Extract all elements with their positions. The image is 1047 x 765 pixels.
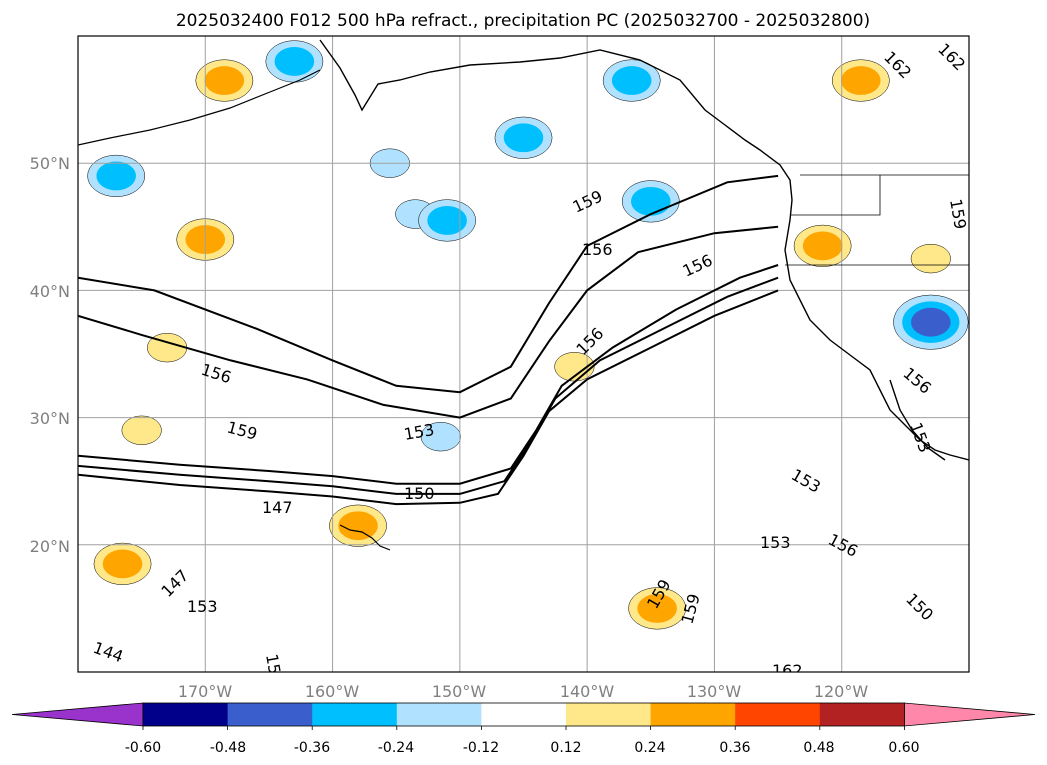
north-america-coastline <box>319 39 969 461</box>
precip-blob <box>911 307 951 337</box>
colorbar-tick-label: -0.24 <box>378 740 414 756</box>
colorbar-min-extend <box>11 702 144 727</box>
lon-label-160w: 160°W <box>305 682 360 701</box>
colorbar-tick-label: -0.48 <box>210 740 246 756</box>
colorbar-tick-label: 0.24 <box>634 740 665 756</box>
colorbar-max-extend <box>904 702 1036 727</box>
lat-label-20n: 20°N <box>30 537 70 556</box>
contour-line <box>78 264 779 485</box>
aleutian-islands-coastline <box>78 69 321 146</box>
precip-blob <box>102 549 143 579</box>
state-border-line-46n <box>790 175 881 216</box>
lon-label-130w: 130°W <box>687 682 742 701</box>
colorbar-segment <box>566 703 652 726</box>
longitude-labels: 170°W 160°W 150°W 140°W 130°W 120°W <box>178 682 869 701</box>
precip-blob <box>121 415 162 445</box>
colorbar-segment <box>481 703 567 726</box>
contour-label: 147 <box>262 498 293 517</box>
precip-blob <box>274 47 315 76</box>
colorbar-segment <box>650 703 736 726</box>
precip-blob <box>427 206 467 235</box>
contour-line <box>78 225 779 419</box>
lat-label-50n: 50°N <box>30 154 70 173</box>
coastlines <box>78 39 969 551</box>
precip-blob <box>204 66 245 95</box>
precip-blob <box>96 161 136 191</box>
precip-blob <box>910 243 951 274</box>
precip-blob <box>611 66 652 95</box>
colorbar-tick-label: 0.36 <box>719 740 750 756</box>
lon-label-170w: 170°W <box>178 682 233 701</box>
lon-label-150w: 150°W <box>432 682 487 701</box>
colorbar-tick-label: -0.60 <box>125 740 161 756</box>
lon-label-140w: 140°W <box>560 682 615 701</box>
precip-blob <box>630 186 671 216</box>
precip-blob <box>503 123 544 153</box>
hawaii-islands-coastline <box>339 524 391 551</box>
colorbar-tick-label: 0.60 <box>888 740 919 756</box>
contour-line <box>78 289 779 506</box>
lat-label-30n: 30°N <box>30 409 70 428</box>
chart-title: 2025032400 F012 500 hPa refract., precip… <box>176 11 870 31</box>
colorbar-segment <box>819 703 905 726</box>
lat-label-40n: 40°N <box>30 282 70 301</box>
colorbar-tick-label: -0.12 <box>463 740 499 756</box>
colorbar <box>11 702 1036 730</box>
colorbar-segment <box>396 703 482 726</box>
colorbar-tick-label: 0.12 <box>550 740 581 756</box>
contour-label: 15 <box>262 652 284 675</box>
colorbar-segment <box>735 703 821 726</box>
colorbar-segment <box>227 703 313 726</box>
baja-peninsula-coastline <box>889 379 946 461</box>
colorbar-tick-labels: -0.60 -0.48 -0.36 -0.24 -0.12 0.12 0.24 … <box>125 740 920 756</box>
precip-blob <box>841 66 881 95</box>
colorbar-segment <box>143 703 229 726</box>
precip-blob <box>802 231 843 261</box>
contour-label: 153 <box>760 533 791 552</box>
lon-label-120w: 120°W <box>814 682 869 701</box>
map-frame <box>77 35 970 673</box>
precipitation-shading <box>87 40 969 630</box>
colorbar-frame <box>142 702 905 727</box>
refractivity-contours <box>78 174 779 506</box>
latitude-labels: 50°N 40°N 30°N 20°N <box>30 154 70 556</box>
contour-label: 153 <box>187 597 218 616</box>
colorbar-segment <box>312 703 398 726</box>
contour-label: 159 <box>946 197 970 230</box>
precip-blob <box>420 422 461 452</box>
contour-label: 150 <box>404 484 435 503</box>
contour-line <box>78 276 779 495</box>
precip-blob <box>637 594 677 623</box>
colorbar-tick-label: -0.36 <box>294 740 330 756</box>
colorbar-tick-label: 0.48 <box>803 740 834 756</box>
contour-label: 162 <box>772 661 803 680</box>
contour-label: 156 <box>582 240 613 259</box>
contour-line <box>78 174 779 394</box>
precip-blob <box>338 511 378 541</box>
